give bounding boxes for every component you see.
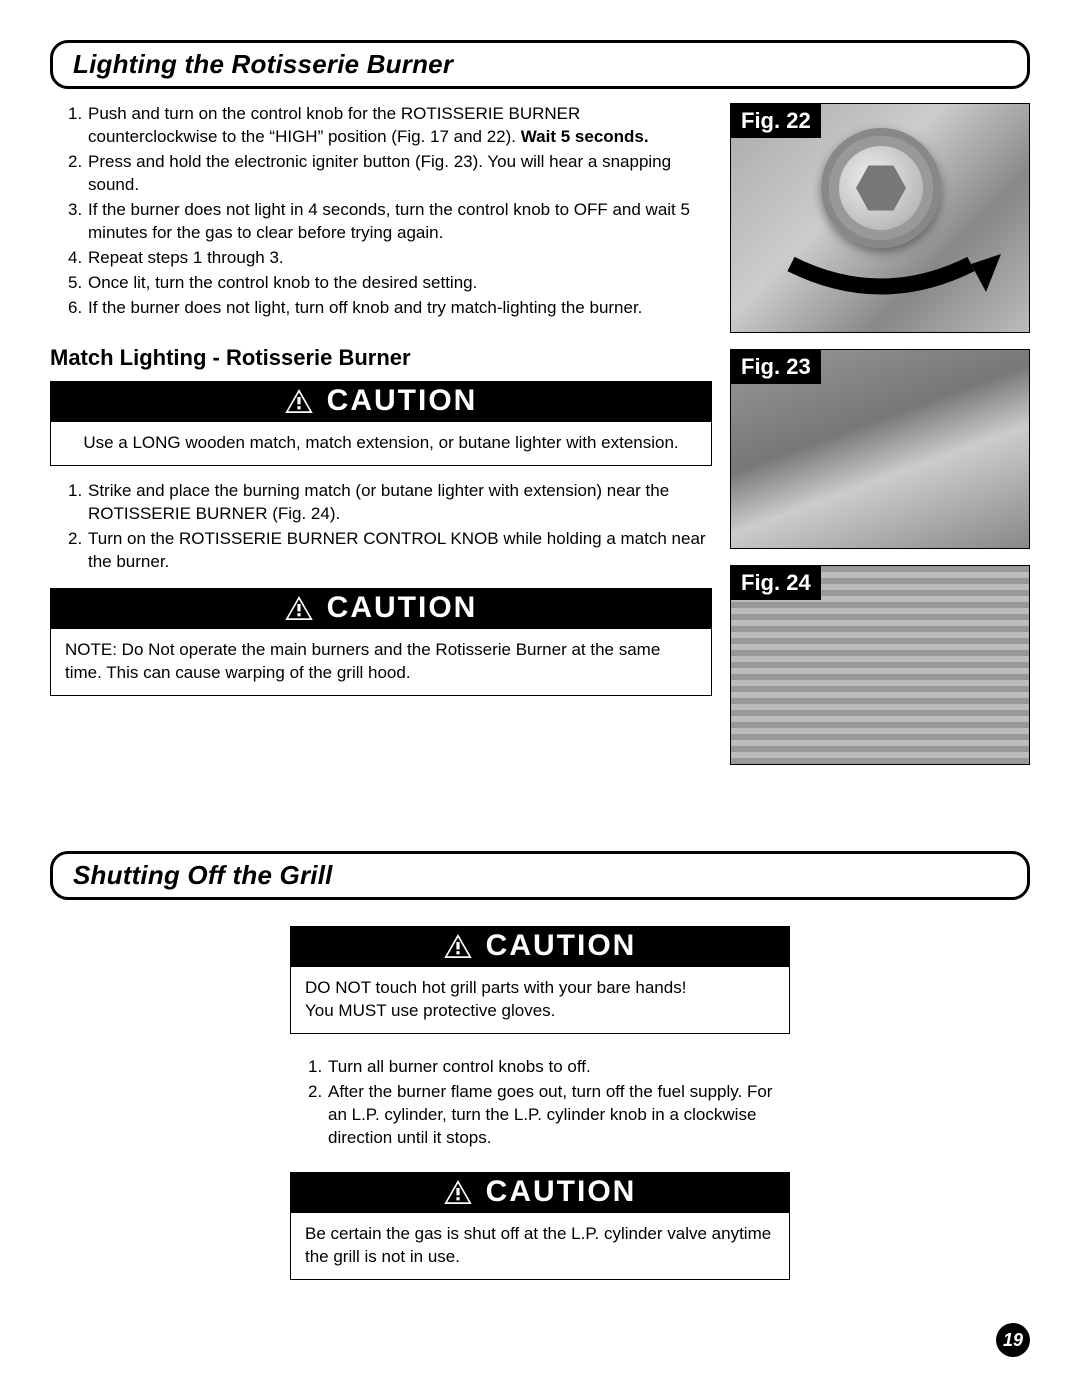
caution-label: CAUTION — [486, 1175, 637, 1209]
caution-line: You MUST use protective gloves. — [305, 1001, 555, 1020]
caution-label: CAUTION — [486, 929, 637, 963]
step: Repeat steps 1 through 3. — [68, 247, 712, 270]
page-number-badge: 19 — [996, 1323, 1030, 1357]
warning-icon — [444, 934, 472, 958]
caution-body: NOTE: Do Not operate the main burners an… — [51, 629, 711, 695]
shutting-content: CAUTION DO NOT touch hot grill parts wit… — [290, 926, 790, 1280]
caution-line: DO NOT touch hot grill parts with your b… — [305, 978, 686, 997]
lighting-steps: Push and turn on the control knob for th… — [50, 103, 712, 319]
figure-24: Fig. 24 — [730, 565, 1030, 765]
step: After the burner flame goes out, turn of… — [308, 1081, 790, 1150]
caution-body: Be certain the gas is shut off at the L.… — [291, 1213, 789, 1279]
caution-label: CAUTION — [327, 384, 478, 418]
lighting-left: Push and turn on the control knob for th… — [50, 103, 712, 696]
step: If the burner does not light in 4 second… — [68, 199, 712, 245]
caution-header: CAUTION — [291, 927, 789, 967]
figure-label: Fig. 23 — [731, 350, 821, 384]
step-bold: Wait 5 seconds. — [521, 127, 649, 146]
warning-icon — [285, 596, 313, 620]
figure-23: Fig. 23 — [730, 349, 1030, 549]
section-header-lighting: Lighting the Rotisserie Burner — [50, 40, 1030, 89]
caution-box-3: CAUTION DO NOT touch hot grill parts wit… — [290, 926, 790, 1034]
caution-header: CAUTION — [291, 1173, 789, 1213]
step: Press and hold the electronic igniter bu… — [68, 151, 712, 197]
match-lighting-heading: Match Lighting - Rotisserie Burner — [50, 345, 712, 371]
arrow-icon — [761, 254, 1001, 314]
step: Strike and place the burning match (or b… — [68, 480, 712, 526]
match-steps: Strike and place the burning match (or b… — [50, 480, 712, 574]
caution-body: DO NOT touch hot grill parts with your b… — [291, 967, 789, 1033]
section-title: Shutting Off the Grill — [73, 860, 1007, 891]
caution-label: CAUTION — [327, 591, 478, 625]
section-title: Lighting the Rotisserie Burner — [73, 49, 1007, 80]
step: If the burner does not light, turn off k… — [68, 297, 712, 320]
section-header-shutting: Shutting Off the Grill — [50, 851, 1030, 900]
step: Once lit, turn the control knob to the d… — [68, 272, 712, 295]
step: Push and turn on the control knob for th… — [68, 103, 712, 149]
caution-header: CAUTION — [51, 382, 711, 422]
shutting-steps: Turn all burner control knobs to off. Af… — [290, 1056, 790, 1150]
caution-body: Use a LONG wooden match, match extension… — [51, 422, 711, 465]
page-number: 19 — [1003, 1330, 1023, 1351]
lighting-content: Push and turn on the control knob for th… — [50, 103, 1030, 781]
step: Turn all burner control knobs to off. — [308, 1056, 790, 1079]
caution-box-1: CAUTION Use a LONG wooden match, match e… — [50, 381, 712, 466]
figure-label: Fig. 24 — [731, 566, 821, 600]
knob-graphic — [821, 128, 941, 248]
step-text: Push and turn on the control knob for th… — [88, 104, 580, 146]
caution-box-4: CAUTION Be certain the gas is shut off a… — [290, 1172, 790, 1280]
figures-column: Fig. 22 Fig. 23 Fig. 24 — [730, 103, 1030, 781]
warning-icon — [444, 1180, 472, 1204]
figure-22: Fig. 22 — [730, 103, 1030, 333]
caution-box-2: CAUTION NOTE: Do Not operate the main bu… — [50, 588, 712, 696]
figure-label: Fig. 22 — [731, 104, 821, 138]
step: Turn on the ROTISSERIE BURNER CONTROL KN… — [68, 528, 712, 574]
caution-header: CAUTION — [51, 589, 711, 629]
warning-icon — [285, 389, 313, 413]
